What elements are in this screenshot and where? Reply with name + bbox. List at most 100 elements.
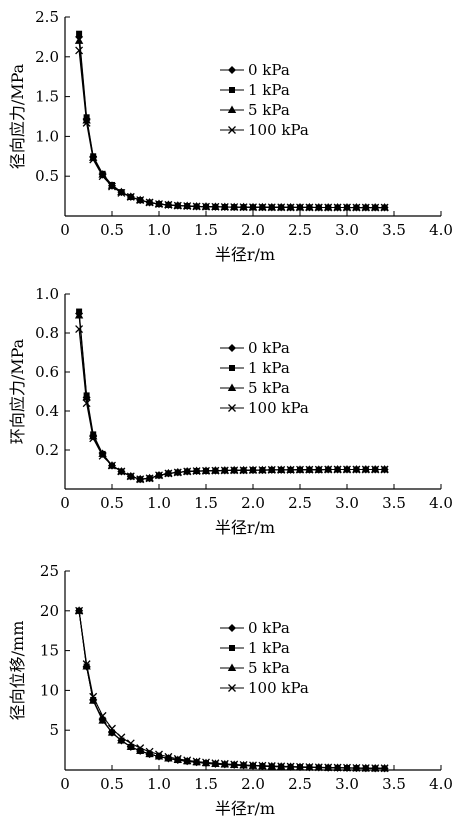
y-tick-label: 0.2 xyxy=(35,441,59,459)
series-line xyxy=(78,610,385,769)
data-point xyxy=(220,759,229,768)
series-0-kpa xyxy=(75,32,389,212)
data-point xyxy=(136,746,145,754)
data-point xyxy=(305,203,314,212)
x-tick-label: 1.0 xyxy=(147,494,171,512)
data-point xyxy=(277,203,286,212)
data-point xyxy=(343,763,351,772)
data-point xyxy=(183,756,192,765)
legend-marker xyxy=(227,383,237,391)
data-point xyxy=(192,202,201,211)
data-point xyxy=(239,760,248,769)
data-point xyxy=(74,36,84,44)
data-point xyxy=(126,742,135,750)
x-tick-label: 2.0 xyxy=(241,494,265,512)
series-1-kpa xyxy=(76,308,388,483)
data-point xyxy=(145,474,154,483)
data-point xyxy=(220,203,229,211)
series-line xyxy=(78,33,385,209)
data-point xyxy=(173,468,182,477)
data-point xyxy=(296,762,304,771)
data-point xyxy=(324,465,333,474)
x-tick-label: 0.5 xyxy=(100,775,124,793)
data-point xyxy=(183,202,192,211)
data-point xyxy=(107,728,117,736)
x-axis-label: 半径r/m xyxy=(215,799,275,818)
data-point xyxy=(352,465,361,474)
data-point xyxy=(296,465,304,474)
legend-label: 1 kPa xyxy=(248,81,290,99)
data-point xyxy=(108,461,116,470)
y-tick-label: 5 xyxy=(49,721,59,739)
data-point xyxy=(314,203,323,212)
legend-label: 5 kPa xyxy=(248,379,290,397)
data-point xyxy=(314,465,323,474)
x-tick-label: 3.5 xyxy=(382,775,406,793)
data-point xyxy=(220,466,229,475)
data-point xyxy=(249,203,257,212)
data-point xyxy=(98,449,107,457)
data-point xyxy=(371,203,380,212)
x-tick-label: 2.5 xyxy=(288,221,312,239)
data-point xyxy=(249,466,257,475)
x-tick-label: 0.5 xyxy=(100,494,124,512)
series-line xyxy=(78,610,385,769)
data-point xyxy=(202,466,210,475)
x-tick-label: 0.5 xyxy=(100,221,124,239)
data-point xyxy=(173,201,182,210)
legend-marker xyxy=(227,663,237,671)
x-tick-label: 1.0 xyxy=(147,221,171,239)
data-point xyxy=(343,465,351,474)
data-point xyxy=(192,467,201,476)
series-1-kpa xyxy=(76,607,388,772)
data-point xyxy=(183,467,192,476)
legend-label: 100 kPa xyxy=(248,121,309,139)
x-tick-label: 0 xyxy=(60,494,70,512)
x-tick-label: 4.0 xyxy=(429,494,453,512)
legend: 0 kPa 1 kPa 5 kPa 100 kPa xyxy=(220,339,309,417)
x-tick-label: 3.0 xyxy=(335,775,359,793)
legend-label: 100 kPa xyxy=(248,679,309,697)
data-point xyxy=(371,764,380,773)
y-axis-label: 径向应力/MPa xyxy=(8,63,27,169)
data-point xyxy=(117,733,126,742)
data-point xyxy=(98,711,107,720)
data-point xyxy=(82,399,91,408)
legend-label: 1 kPa xyxy=(248,359,290,377)
legend-label: 0 kPa xyxy=(248,619,290,637)
data-point xyxy=(286,203,295,212)
x-tick-label: 4.0 xyxy=(429,221,453,239)
data-point xyxy=(296,203,304,212)
data-point xyxy=(164,200,173,209)
data-point xyxy=(192,757,201,766)
x-tick-label: 2.5 xyxy=(288,494,312,512)
y-axis-label: 环向应力/MPa xyxy=(8,338,27,444)
data-point xyxy=(267,203,276,212)
data-point xyxy=(314,763,323,772)
data-point xyxy=(107,181,117,189)
y-tick-label: 0.4 xyxy=(35,402,59,420)
x-tick-label: 3.5 xyxy=(382,494,406,512)
y-tick-label: 15 xyxy=(40,642,59,660)
data-point xyxy=(202,202,210,211)
data-point xyxy=(145,198,154,207)
series-line xyxy=(78,610,385,769)
x-axis-label: 半径r/m xyxy=(215,518,275,537)
data-point xyxy=(361,203,370,212)
data-point xyxy=(361,465,370,474)
data-point xyxy=(230,760,239,769)
data-point xyxy=(98,451,107,460)
series-line xyxy=(78,50,385,209)
x-tick-label: 1.5 xyxy=(194,221,218,239)
data-point xyxy=(74,310,84,319)
y-tick-label: 0.8 xyxy=(35,324,59,342)
x-tick-label: 3.0 xyxy=(335,221,359,239)
y-tick-label: 2.5 xyxy=(35,8,59,26)
legend-label: 5 kPa xyxy=(248,101,290,119)
series-5-kpa xyxy=(74,310,389,483)
legend-label: 0 kPa xyxy=(248,339,290,357)
x-tick-label: 2.5 xyxy=(288,775,312,793)
data-point xyxy=(333,203,342,212)
data-point xyxy=(117,736,126,744)
data-point xyxy=(145,747,154,756)
